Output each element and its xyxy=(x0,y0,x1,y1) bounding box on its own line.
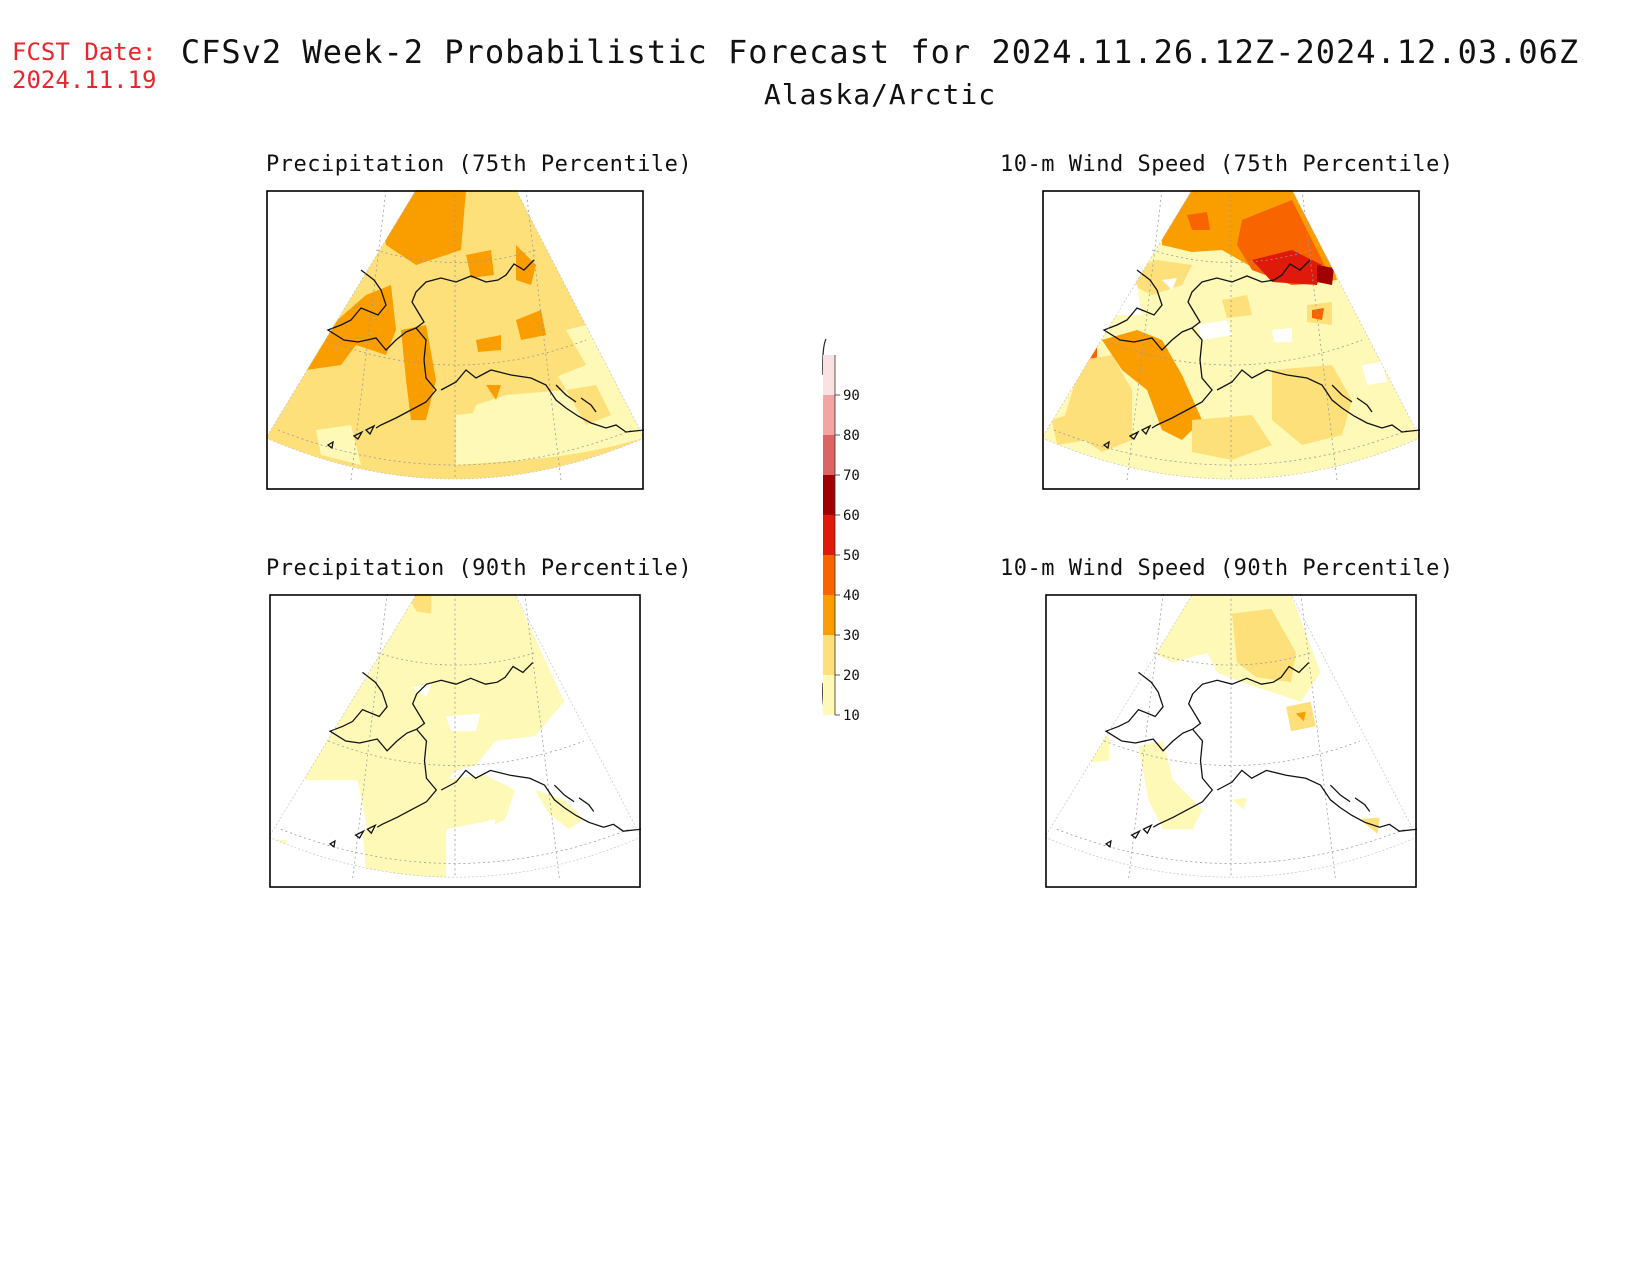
panel-title-wind75: 10-m Wind Speed (75th Percentile) xyxy=(1000,152,1454,177)
legend-color-boxes xyxy=(823,355,836,715)
forecast-date-label: FCST Date: xyxy=(12,38,157,66)
legend-top-arrow xyxy=(822,338,827,376)
legend-box xyxy=(823,355,835,395)
map-precip75 xyxy=(266,190,644,490)
legend-tick-label: 70 xyxy=(843,468,860,484)
legend-tick-labels: 90 80 70 60 50 40 30 20 10 xyxy=(835,388,860,724)
legend-tick-label: 60 xyxy=(843,508,860,524)
forecast-date-block: FCST Date: 2024.11.19 xyxy=(12,38,157,94)
legend-box xyxy=(823,595,835,635)
legend-tick-label: 40 xyxy=(843,588,860,604)
legend-tick-label: 30 xyxy=(843,628,860,644)
legend-box xyxy=(823,395,835,435)
legend-box xyxy=(823,435,835,475)
legend-box xyxy=(823,555,835,595)
panel-title-wind90: 10-m Wind Speed (90th Percentile) xyxy=(1000,556,1454,581)
region-subtitle: Alaska/Arctic xyxy=(763,78,997,111)
panel-title-precip90: Precipitation (90th Percentile) xyxy=(266,556,693,581)
map-wind75 xyxy=(1042,190,1420,490)
panel-title-precip75: Precipitation (75th Percentile) xyxy=(266,152,693,177)
legend-tick-label: 20 xyxy=(843,668,860,684)
legend-box xyxy=(823,675,835,715)
map-wind90 xyxy=(1045,594,1417,888)
map-precip90 xyxy=(269,594,641,888)
legend-box xyxy=(823,515,835,555)
forecast-date-value: 2024.11.19 xyxy=(12,66,157,94)
legend-box xyxy=(823,475,835,515)
legend-tick-label: 50 xyxy=(843,548,860,564)
legend-tick-label: 10 xyxy=(843,708,860,724)
color-legend: 90 80 70 60 50 40 30 20 10 xyxy=(822,338,860,724)
legend-box xyxy=(823,635,835,675)
legend-tick-label: 80 xyxy=(843,428,860,444)
legend-tick-label: 90 xyxy=(843,388,860,404)
main-title: CFSv2 Week-2 Probabilistic Forecast for … xyxy=(180,33,1580,71)
